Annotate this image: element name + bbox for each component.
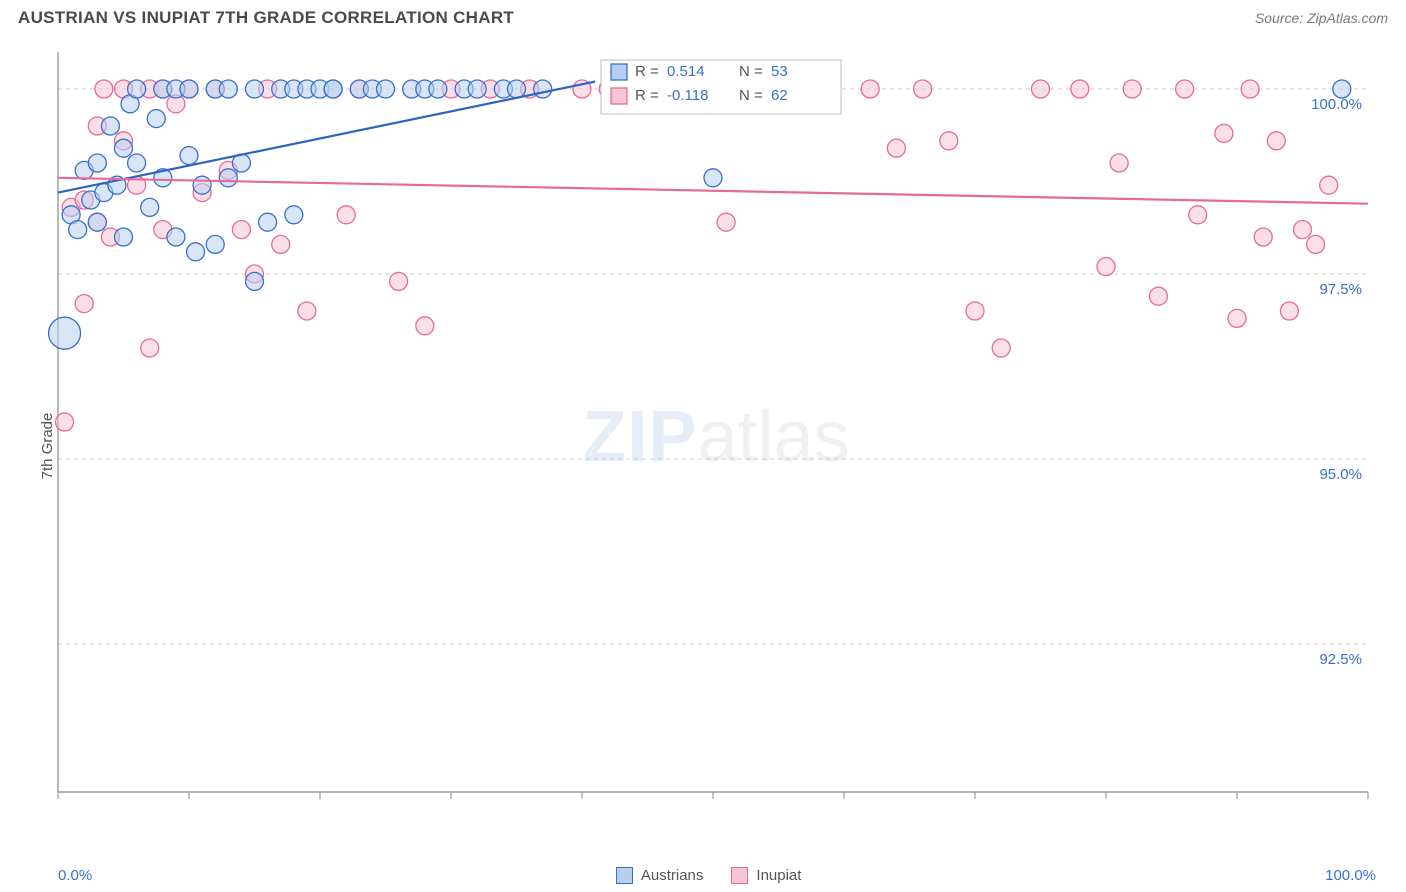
legend-swatch-austrians xyxy=(616,867,633,884)
legend-label-inupiat: Inupiat xyxy=(756,867,801,884)
svg-text:N =: N = xyxy=(739,63,763,80)
legend-item-inupiat: Inupiat xyxy=(731,867,801,884)
source-attribution: Source: ZipAtlas.com xyxy=(1255,10,1388,26)
svg-text:N =: N = xyxy=(739,87,763,104)
svg-text:-0.118: -0.118 xyxy=(667,87,708,104)
svg-text:62: 62 xyxy=(771,87,788,104)
svg-text:R =: R = xyxy=(635,87,659,104)
correlation-scatter-chart: 92.5% 95.0% 97.5% 100.0% R = 0.514 N = 53 R = -0.… xyxy=(46,42,1386,832)
x-min-label: 0.0% xyxy=(58,867,92,884)
svg-text:0.514: 0.514 xyxy=(667,63,705,80)
legend-swatch-inupiat xyxy=(731,867,748,884)
bottom-legend-bar: 0.0% Austrians Inupiat 100.0% xyxy=(58,867,1376,884)
svg-text:95.0%: 95.0% xyxy=(1319,466,1362,483)
legend-label-austrians: Austrians xyxy=(641,867,704,884)
svg-text:100.0%: 100.0% xyxy=(1311,96,1362,113)
x-max-label: 100.0% xyxy=(1325,867,1376,884)
legend-item-austrians: Austrians xyxy=(616,867,704,884)
svg-text:97.5%: 97.5% xyxy=(1319,281,1362,298)
chart-title: AUSTRIAN VS INUPIAT 7TH GRADE CORRELATIO… xyxy=(18,8,514,28)
svg-text:53: 53 xyxy=(771,63,788,80)
svg-text:92.5%: 92.5% xyxy=(1319,651,1362,668)
svg-text:R =: R = xyxy=(635,63,659,80)
